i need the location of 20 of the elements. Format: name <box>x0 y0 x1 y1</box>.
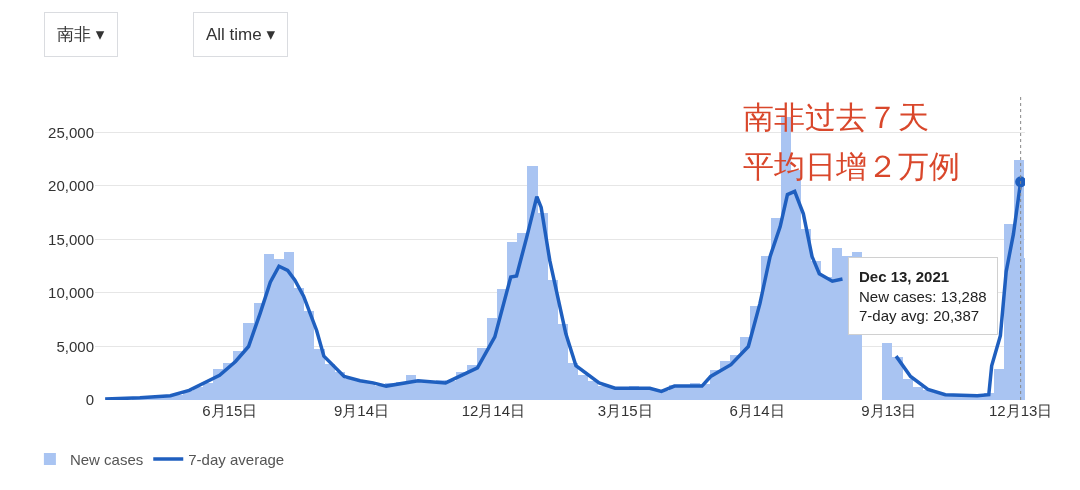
x-tick-label: 3月15日 <box>597 402 653 419</box>
y-tick-label: 0 <box>85 391 94 409</box>
y-tick-label: 5,000 <box>56 337 94 355</box>
y-tick-label: 10,000 <box>48 284 94 302</box>
annotation: Dec 13, 2021 New cases: 13,288 7-day avg: 20,387 <box>859 268 987 324</box>
y-tick-label: 25,000 <box>48 123 94 141</box>
text: All time ▾ <box>206 25 276 44</box>
x-tick-label: 9月14日 <box>334 402 390 419</box>
x-tick-label: 12月13日 <box>988 402 1053 419</box>
x-tick-label: 6月14日 <box>729 402 785 419</box>
y-tick-label: 20,000 <box>48 177 94 195</box>
text: 南非 ▾ <box>57 25 105 44</box>
legend-label: 7-day average <box>188 450 285 468</box>
x-tick-label: 6月15日 <box>202 402 258 419</box>
y-tick-label: 15,000 <box>48 230 94 248</box>
x-tick-label: 12月14日 <box>461 402 526 419</box>
annotation: 平均日增２万例 <box>743 149 960 184</box>
annotation: 南非过去７天 <box>743 100 929 135</box>
legend-label: New cases <box>69 450 144 468</box>
x-tick-label: 9月13日 <box>861 402 917 419</box>
